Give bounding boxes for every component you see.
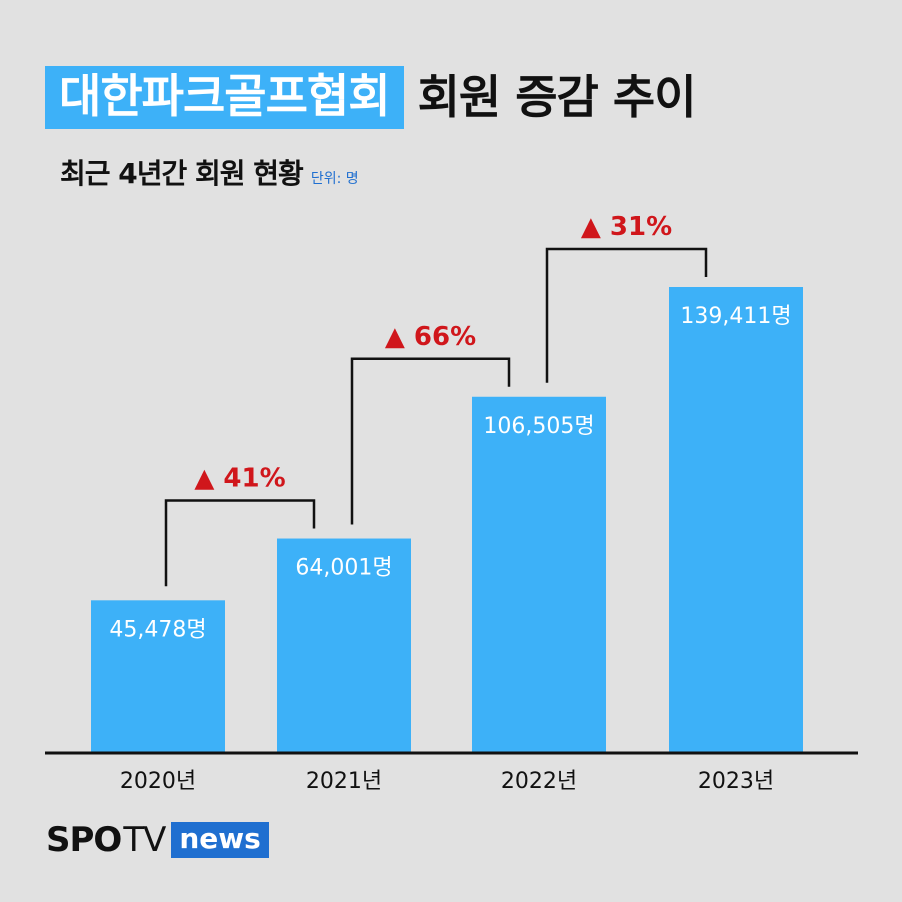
bar <box>669 287 803 752</box>
bar <box>472 396 606 752</box>
logo-spo: SPO <box>46 820 122 860</box>
logo-tv: TV <box>123 820 166 860</box>
bar <box>277 538 411 752</box>
increase-label: ▲ 41% <box>194 464 285 494</box>
increase-label: ▲ 31% <box>581 212 672 242</box>
x-tick-label: 2023년 <box>698 769 774 794</box>
increase-bracket <box>164 499 316 587</box>
increase-bracket <box>350 357 511 525</box>
bar-value-label: 106,505명 <box>483 414 594 439</box>
x-tick-label: 2022년 <box>501 769 577 794</box>
unit-label: 단위: 명 <box>310 171 359 187</box>
bar <box>91 600 225 752</box>
bar-value-label: 45,478명 <box>109 617 206 642</box>
spotv-news-logo: SPO TV news <box>46 820 269 860</box>
x-tick-label: 2021년 <box>306 769 382 794</box>
bar-value-label: 64,001명 <box>295 556 392 581</box>
increase-bracket <box>545 247 708 383</box>
chart-title: 대한파크골프협회 회원 증감 추이 <box>45 66 697 129</box>
increase-label: ▲ 66% <box>385 322 476 352</box>
subtitle-main: 최근 4년간 회원 현황 <box>60 157 304 190</box>
chart-subtitle: 최근 4년간 회원 현황 단위: 명 <box>60 152 359 192</box>
bar-value-label: 139,411명 <box>680 304 791 329</box>
title-highlight: 대한파크골프협회 <box>45 66 404 129</box>
logo-news: news <box>171 821 269 859</box>
title-rest: 회원 증감 추이 <box>417 70 697 124</box>
x-tick-label: 2020년 <box>120 769 196 794</box>
